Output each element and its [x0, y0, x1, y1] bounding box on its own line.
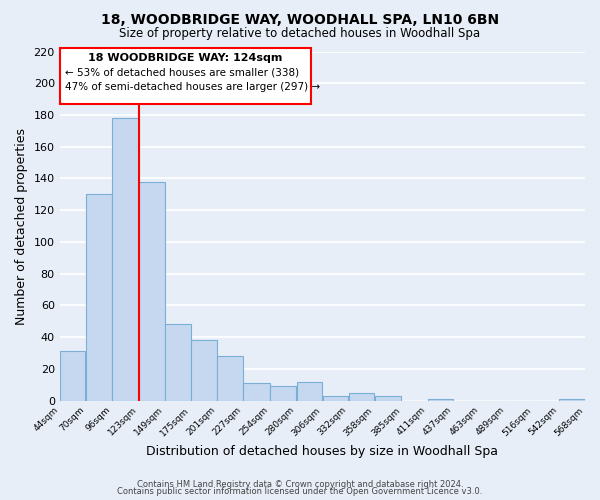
Bar	[86, 194, 112, 400]
Bar	[60, 352, 85, 401]
Bar	[349, 392, 374, 400]
Bar	[217, 356, 243, 401]
Bar	[59, 48, 311, 104]
Bar	[165, 324, 191, 400]
Bar	[559, 399, 585, 400]
Text: ← 53% of detached houses are smaller (338): ← 53% of detached houses are smaller (33…	[65, 68, 299, 78]
Bar	[271, 386, 296, 400]
Bar	[296, 382, 322, 400]
Bar	[375, 396, 401, 400]
Bar	[428, 399, 454, 400]
Bar	[139, 182, 164, 400]
Text: Contains HM Land Registry data © Crown copyright and database right 2024.: Contains HM Land Registry data © Crown c…	[137, 480, 463, 489]
Text: 47% of semi-detached houses are larger (297) →: 47% of semi-detached houses are larger (…	[65, 82, 320, 92]
Y-axis label: Number of detached properties: Number of detached properties	[15, 128, 28, 324]
Bar	[244, 383, 270, 400]
X-axis label: Distribution of detached houses by size in Woodhall Spa: Distribution of detached houses by size …	[146, 444, 499, 458]
Text: Size of property relative to detached houses in Woodhall Spa: Size of property relative to detached ho…	[119, 28, 481, 40]
Text: 18 WOODBRIDGE WAY: 124sqm: 18 WOODBRIDGE WAY: 124sqm	[88, 53, 283, 63]
Text: Contains public sector information licensed under the Open Government Licence v3: Contains public sector information licen…	[118, 488, 482, 496]
Bar	[191, 340, 217, 400]
Bar	[323, 396, 348, 400]
Text: 18, WOODBRIDGE WAY, WOODHALL SPA, LN10 6BN: 18, WOODBRIDGE WAY, WOODHALL SPA, LN10 6…	[101, 12, 499, 26]
Bar	[112, 118, 139, 401]
